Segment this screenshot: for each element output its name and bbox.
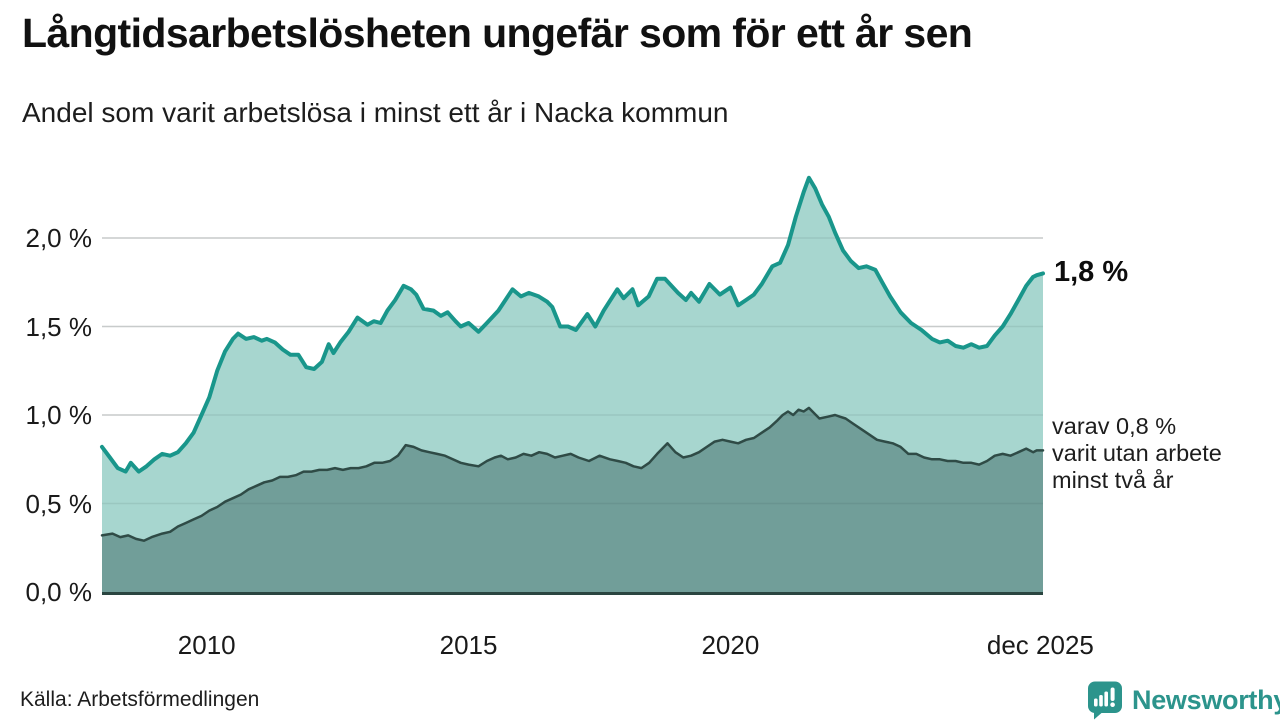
secondary-annotation: varav 0,8 % varit utan arbete minst två … [1052, 413, 1222, 494]
area-fill-2 [102, 407, 1043, 592]
y-axis-tick-label: 1,0 % [25, 400, 93, 430]
page-title: Långtidsarbetslösheten ungefär som för e… [22, 10, 973, 56]
x-axis-tick-label: dec 2025 [986, 630, 1094, 660]
secondary-annotation-line: varav 0,8 % [1052, 413, 1177, 440]
series-line-2 [100, 406, 1045, 542]
y-axis-tick-label: 0,5 % [25, 488, 93, 519]
page-subtitle: Andel som varit arbetslösa i minst ett å… [22, 97, 729, 128]
series-line-1 [100, 175, 1045, 474]
newsworthy-logo: Newsworthy [1086, 680, 1280, 720]
latest-value-label: 1,8 % [1054, 256, 1129, 289]
secondary-annotation-line: minst två år [1052, 467, 1174, 494]
newsworthy-wordmark: Newsworthy [1132, 684, 1280, 715]
y-axis-tick-label: 0,0 % [25, 577, 93, 607]
y-axis-tick-label: 1,5 % [25, 311, 93, 342]
y-axis-tick-label: 2,0 % [25, 223, 93, 253]
secondary-annotation-line: varit utan arbete [1052, 440, 1222, 467]
x-axis-tick-label: 2015 [439, 630, 498, 660]
x-axis-tick-label: 2020 [701, 630, 760, 660]
source-credit: Källa: Arbetsförmedlingen [20, 688, 260, 711]
x-axis-tick-label: 2010 [177, 630, 236, 660]
newsworthy-icon [1088, 681, 1122, 720]
